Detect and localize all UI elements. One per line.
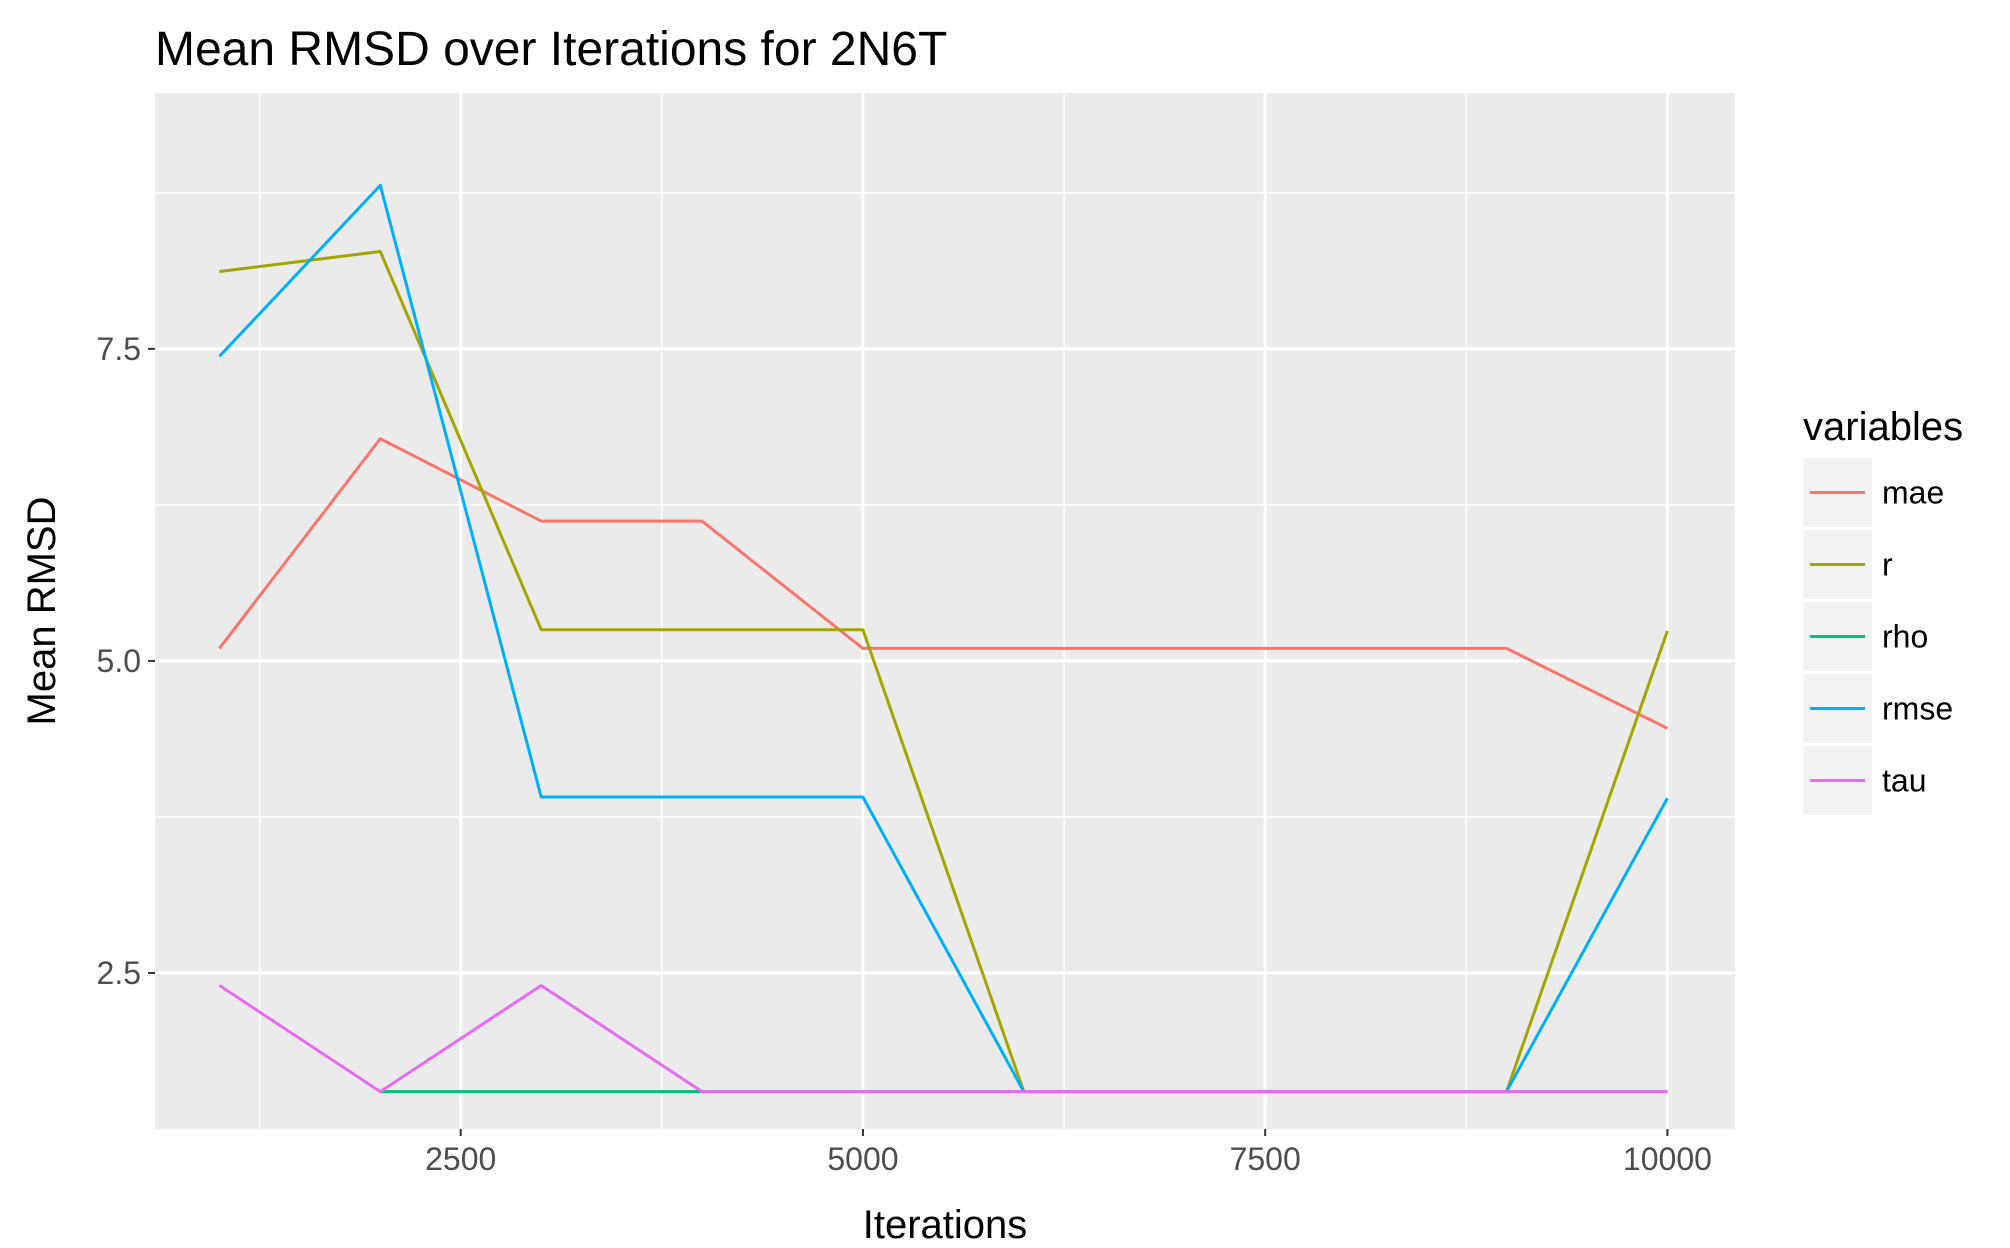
x-tick-label: 7500 <box>1230 1141 1301 1177</box>
x-tick-label: 2500 <box>425 1141 496 1177</box>
series-line-mae <box>218 437 1669 730</box>
x-axis: 2500 5000 7500 10000 <box>425 1129 1712 1177</box>
series-line-tau <box>218 984 1668 1094</box>
x-axis-title: Iterations <box>863 1203 1028 1247</box>
legend-label-rho: rho <box>1882 619 1928 655</box>
legend-label-rmse: rmse <box>1882 691 1953 727</box>
y-tick-label: 7.5 <box>97 331 141 367</box>
y-tick-label: 2.5 <box>97 955 141 991</box>
legend-title: variables <box>1803 405 1963 449</box>
series-lines <box>218 183 1669 1094</box>
x-tick-label: 5000 <box>827 1141 898 1177</box>
x-tick-label: 10000 <box>1623 1141 1712 1177</box>
y-axis-title: Mean RMSD <box>20 497 64 726</box>
legend-label-mae: mae <box>1882 475 1944 511</box>
y-axis: 2.5 5.0 7.5 <box>97 331 155 991</box>
legend-label-r: r <box>1882 547 1893 583</box>
legend: variables mae r rho rmse tau <box>1803 405 1963 815</box>
plot-panel <box>155 93 1735 1129</box>
y-tick-label: 5.0 <box>97 643 141 679</box>
legend-label-tau: tau <box>1882 763 1926 799</box>
major-gridlines <box>155 93 1735 1129</box>
chart-title: Mean RMSD over Iterations for 2N6T <box>155 23 947 76</box>
